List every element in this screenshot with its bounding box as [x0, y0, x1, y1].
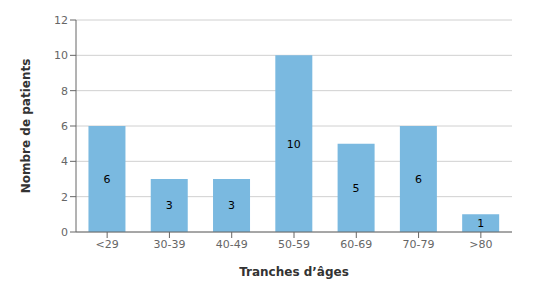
svg-text:1: 1 [477, 217, 484, 230]
svg-text:6: 6 [415, 173, 422, 186]
svg-text:60-69: 60-69 [340, 238, 372, 251]
svg-text:6: 6 [61, 120, 68, 133]
svg-text:5: 5 [353, 182, 360, 195]
svg-text:30-39: 30-39 [153, 238, 185, 251]
svg-text:0: 0 [61, 226, 68, 239]
svg-text:3: 3 [166, 199, 173, 212]
svg-text:10: 10 [287, 138, 301, 151]
svg-text:3: 3 [228, 199, 235, 212]
svg-text:6: 6 [103, 173, 110, 186]
svg-text:40-49: 40-49 [216, 238, 248, 251]
svg-text:70-79: 70-79 [403, 238, 435, 251]
svg-text:8: 8 [61, 85, 68, 98]
svg-text:10: 10 [54, 49, 68, 62]
svg-text:2: 2 [61, 191, 68, 204]
svg-text:4: 4 [61, 155, 68, 168]
svg-text:>80: >80 [469, 238, 492, 251]
svg-text:12: 12 [54, 14, 68, 27]
svg-text:Nombre de patients: Nombre de patients [19, 59, 33, 194]
svg-text:50-59: 50-59 [278, 238, 310, 251]
svg-text:Tranches d’âges: Tranches d’âges [239, 265, 349, 279]
svg-text:<29: <29 [96, 238, 119, 251]
